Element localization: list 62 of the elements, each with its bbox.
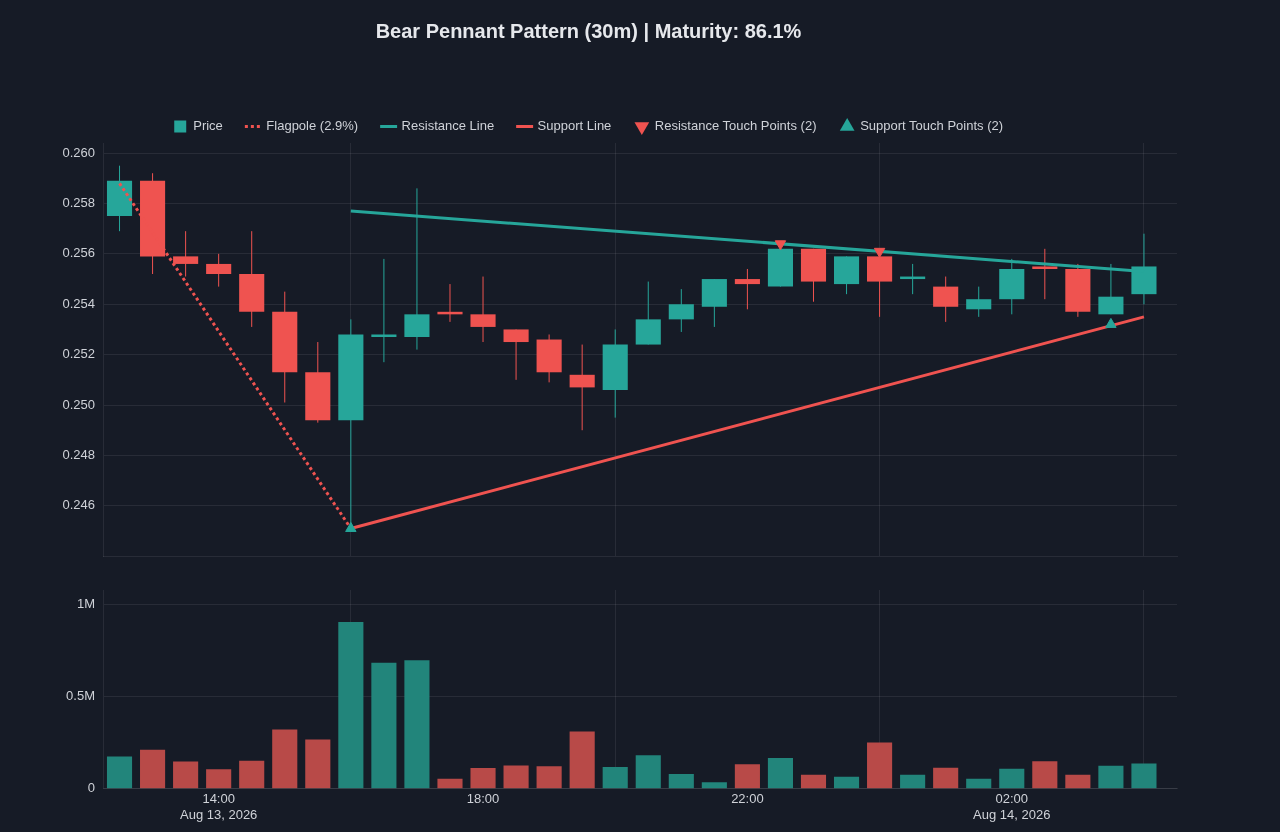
bar bbox=[900, 774, 926, 789]
y-tick-label: 1M bbox=[76, 596, 95, 612]
chart-title: Bear Pennant Pattern (30m) | Maturity: 86.1% bbox=[375, 19, 802, 42]
y-tick-label: 0.256 bbox=[62, 245, 95, 261]
bar bbox=[404, 660, 430, 789]
bar bbox=[272, 729, 298, 789]
bar bbox=[536, 766, 562, 789]
legend-label: Resistance Line bbox=[401, 118, 495, 134]
bar bbox=[140, 749, 166, 789]
x-tick-label: 18:00 bbox=[466, 791, 500, 807]
bar bbox=[1131, 763, 1157, 789]
bar bbox=[437, 778, 463, 789]
legend-label: Support Line bbox=[537, 118, 612, 134]
candlestick bbox=[1032, 248, 1058, 300]
bar bbox=[239, 760, 265, 789]
y-tick-label: 0.258 bbox=[62, 195, 95, 211]
point bbox=[873, 247, 886, 258]
legend-label: Resistance Touch Points (2) bbox=[654, 118, 817, 134]
bar bbox=[999, 768, 1025, 789]
x-tick-label: 22:00 bbox=[731, 791, 764, 807]
candlestick bbox=[734, 268, 760, 310]
y-tick-label: 0.252 bbox=[62, 346, 95, 362]
y-tick-label: 0.248 bbox=[62, 447, 95, 462]
candlestick bbox=[371, 258, 397, 363]
bar bbox=[933, 767, 959, 789]
bar bbox=[867, 742, 893, 789]
y-tick-label: 0.5M bbox=[66, 688, 95, 704]
bar bbox=[470, 768, 496, 789]
candlestick bbox=[173, 230, 199, 278]
y-tick-label: 0.246 bbox=[62, 497, 95, 513]
candlestick bbox=[569, 344, 595, 431]
bar bbox=[734, 764, 760, 789]
bar bbox=[503, 765, 529, 789]
bar bbox=[569, 731, 595, 789]
legend-label: Support Touch Points (2) bbox=[860, 118, 1004, 134]
legend-label: Flagpole (2.9%) bbox=[266, 118, 359, 134]
bar bbox=[106, 756, 133, 789]
bar bbox=[635, 755, 661, 789]
bar bbox=[305, 739, 331, 789]
bar bbox=[800, 774, 827, 789]
bar bbox=[1065, 774, 1091, 789]
bar bbox=[668, 773, 694, 789]
bar bbox=[966, 778, 992, 789]
bar bbox=[206, 769, 232, 789]
point bbox=[774, 240, 787, 251]
x-tick-label: 02:00 Aug 14, 2026 bbox=[973, 791, 1051, 822]
y-tick-label: 0.250 bbox=[62, 396, 95, 412]
y-tick-label: 0.260 bbox=[62, 144, 95, 160]
bar bbox=[173, 761, 199, 789]
bar bbox=[767, 757, 793, 789]
bar bbox=[1098, 765, 1124, 789]
y-tick-label: 0 bbox=[87, 780, 95, 796]
bar bbox=[338, 622, 364, 789]
bar bbox=[1032, 761, 1058, 789]
y-tick-label: 0.254 bbox=[62, 295, 95, 311]
bar bbox=[701, 782, 727, 789]
point bbox=[345, 521, 357, 532]
bar bbox=[371, 662, 397, 789]
x-tick-label: 14:00 Aug 13, 2026 bbox=[179, 791, 258, 822]
bar bbox=[602, 767, 628, 789]
legend-label: Price bbox=[193, 118, 223, 134]
bar bbox=[833, 776, 860, 789]
